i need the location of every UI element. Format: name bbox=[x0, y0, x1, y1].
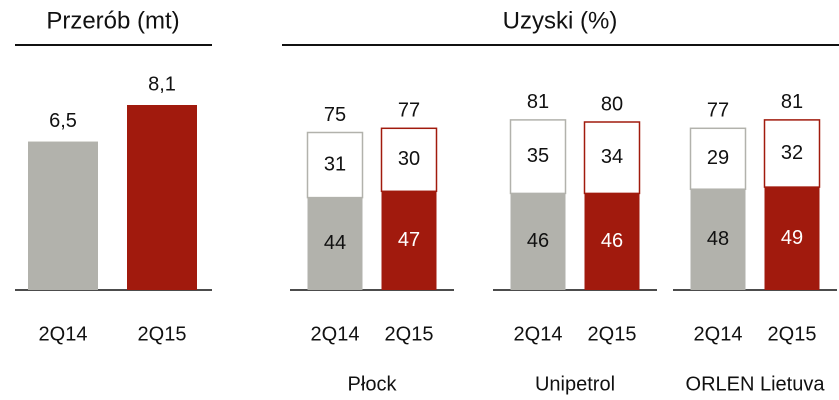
total-label: 77 bbox=[707, 100, 729, 122]
bar-segment bbox=[764, 187, 820, 290]
bar bbox=[28, 141, 98, 290]
segment-label: 46 bbox=[527, 230, 549, 252]
group-label: Płock bbox=[348, 373, 398, 395]
segment-label: 49 bbox=[781, 227, 803, 249]
x-tick-label: 2Q14 bbox=[311, 323, 360, 345]
segment-label: 47 bbox=[398, 229, 420, 251]
x-tick-label: 2Q14 bbox=[694, 323, 743, 345]
total-label: 77 bbox=[398, 100, 420, 122]
group-label: Unipetrol bbox=[535, 373, 615, 395]
x-tick-label: 2Q14 bbox=[514, 323, 563, 345]
total-label: 75 bbox=[324, 104, 346, 126]
segment-label: 35 bbox=[527, 145, 549, 167]
chart-title: Przerób (mt) bbox=[46, 7, 179, 34]
segment-label: 29 bbox=[707, 147, 729, 169]
group-label: ORLEN Lietuva bbox=[686, 373, 826, 395]
total-label: 81 bbox=[527, 91, 549, 113]
bar-segment bbox=[510, 193, 566, 290]
segment-label: 48 bbox=[707, 228, 729, 250]
x-tick-label: 2Q15 bbox=[768, 323, 817, 345]
bar-segment bbox=[689, 127, 747, 190]
bar-segment bbox=[307, 197, 363, 290]
segment-label: 34 bbox=[601, 146, 623, 168]
x-tick-label: 2Q14 bbox=[39, 323, 88, 345]
total-label: 80 bbox=[601, 93, 623, 115]
bar bbox=[127, 105, 197, 290]
bar-segment bbox=[380, 127, 438, 193]
chart-title: Uzyski (%) bbox=[503, 7, 618, 34]
bar-segment bbox=[584, 193, 640, 290]
bar-segment bbox=[583, 121, 641, 195]
bar-segment bbox=[381, 191, 437, 290]
x-tick-label: 2Q15 bbox=[385, 323, 434, 345]
segment-label: 32 bbox=[781, 142, 803, 164]
x-tick-label: 2Q15 bbox=[588, 323, 637, 345]
bar-segment bbox=[763, 119, 821, 188]
bar-segment bbox=[509, 119, 567, 195]
value-label: 8,1 bbox=[148, 73, 176, 95]
segment-label: 31 bbox=[324, 153, 346, 175]
segment-label: 30 bbox=[398, 148, 420, 170]
value-label: 6,5 bbox=[49, 110, 77, 132]
segment-label: 44 bbox=[324, 232, 346, 254]
total-label: 81 bbox=[781, 91, 803, 113]
bar-segment bbox=[690, 189, 746, 290]
bar-segment bbox=[306, 131, 364, 199]
x-tick-label: 2Q15 bbox=[138, 323, 187, 345]
segment-label: 46 bbox=[601, 230, 623, 252]
